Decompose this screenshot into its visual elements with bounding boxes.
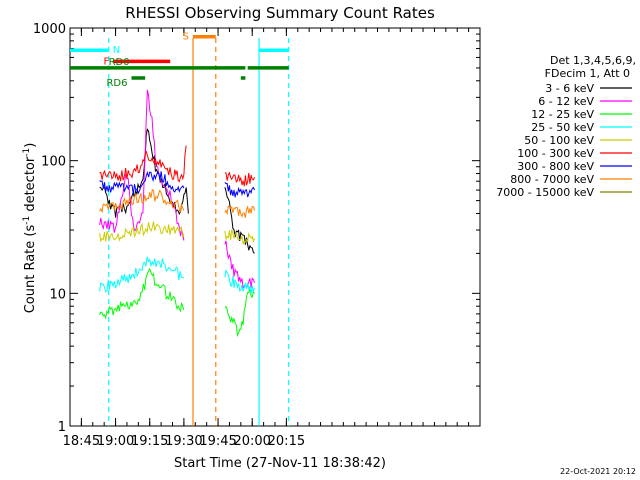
status-bar-label: S <box>183 32 189 43</box>
series-line <box>224 268 255 294</box>
series-line <box>99 89 185 241</box>
series-line <box>224 240 255 289</box>
series-line <box>99 267 185 320</box>
plot-frame <box>69 27 481 427</box>
series-line <box>224 171 255 187</box>
series-line <box>99 256 185 293</box>
series-line <box>99 170 185 195</box>
status-bar-label: RD6 <box>106 78 127 89</box>
x-tick-label: 19:15 <box>131 434 168 449</box>
status-bars: NF S RD0 RD6 <box>70 32 289 89</box>
legend-header-1: Det 1,3,4,5,6,9, <box>550 54 636 67</box>
series-line <box>224 182 255 198</box>
legend-entry-label: 300 - 800 keV <box>517 160 594 173</box>
status-bar-label: F <box>104 56 110 67</box>
series-lines <box>99 89 255 338</box>
y-axis-label: Count Rate (s-1 detector-1) <box>22 143 38 314</box>
series-line <box>224 205 255 218</box>
x-tick-label: 20:00 <box>233 434 270 449</box>
legend-entry-label: 6 - 12 keV <box>538 95 594 108</box>
y-axis-label-mid: detector <box>23 156 38 216</box>
legend-entry-label: 7000 - 15000 keV <box>496 186 594 199</box>
x-tick-label: 19:30 <box>165 434 202 449</box>
series-line <box>99 221 185 243</box>
y-tick-label: 1000 <box>33 22 66 37</box>
axis-ticks <box>69 27 481 427</box>
y-axis-label-main: Count Rate (s <box>23 225 38 314</box>
x-axis-label: Start Time (27-Nov-11 18:38:42) <box>174 456 386 471</box>
footer-date: 22-Oct-2021 20:12 <box>560 467 636 476</box>
status-bar-label: RD0 <box>109 57 130 68</box>
legend-entry-label: 12 - 25 keV <box>531 108 594 121</box>
x-tick-label: 19:00 <box>97 434 134 449</box>
legend-header-2: FDecim 1, Att 0 <box>545 67 630 80</box>
x-tick-label: 20:15 <box>268 434 305 449</box>
series-line <box>224 288 255 338</box>
series-line <box>99 145 187 183</box>
vertical-markers <box>108 38 290 426</box>
x-tick-label: 18:45 <box>63 434 100 449</box>
series-line <box>224 229 255 246</box>
series-line <box>224 187 255 254</box>
y-axis-label-sup1: -1 <box>22 216 32 225</box>
legend-entry-label: 50 - 100 keV <box>524 134 594 147</box>
y-tick-label: 100 <box>41 155 66 170</box>
y-tick-label: 1 <box>58 420 66 435</box>
y-tick-label: 10 <box>49 287 66 302</box>
legend-entry-label: 25 - 50 keV <box>531 121 594 134</box>
y-axis-label-sup2: -1 <box>22 148 32 157</box>
status-bar-label: N <box>113 45 120 56</box>
legend-entry-label: 100 - 300 keV <box>517 147 594 160</box>
series-line <box>99 188 185 214</box>
chart-title: RHESSI Observing Summary Count Rates <box>125 4 435 22</box>
x-tick-label: 19:45 <box>199 434 236 449</box>
legend-entry-label: 3 - 6 keV <box>545 82 594 95</box>
y-tick-labels: 1 10 100 1000 <box>33 22 66 435</box>
legend: Det 1,3,4,5,6,9, FDecim 1, Att 0 3 - 6 k… <box>496 54 636 199</box>
legend-entry-label: 800 - 7000 keV <box>510 173 594 186</box>
y-axis-label-end: ) <box>23 143 38 148</box>
